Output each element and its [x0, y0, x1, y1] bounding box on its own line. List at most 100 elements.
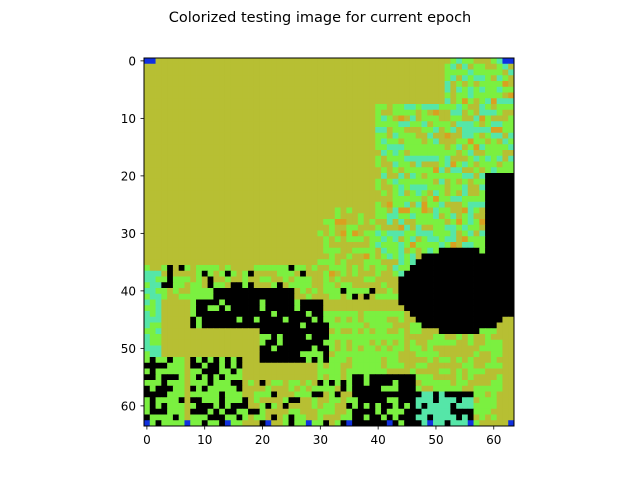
heatmap-cell	[190, 63, 197, 70]
heatmap-cell	[190, 219, 197, 226]
heatmap-cell	[253, 242, 261, 249]
heatmap-cell	[242, 288, 249, 295]
heatmap-cell	[392, 115, 399, 122]
heatmap-cell	[305, 282, 313, 289]
heatmap-cell	[178, 98, 185, 105]
heatmap-cell	[178, 190, 185, 197]
heatmap-cell	[375, 322, 382, 329]
heatmap-cell	[230, 385, 237, 392]
heatmap-cell	[294, 92, 301, 99]
heatmap-cell	[305, 242, 313, 249]
heatmap-cell	[265, 132, 272, 139]
heatmap-cell	[346, 213, 353, 220]
heatmap-cell	[300, 104, 307, 111]
heatmap-cell	[172, 345, 180, 352]
heatmap-cell	[485, 213, 492, 220]
heatmap-cell	[271, 362, 278, 369]
heatmap-cell	[357, 196, 365, 203]
heatmap-cell	[404, 299, 411, 306]
heatmap-cell	[496, 282, 503, 289]
heatmap-cell	[172, 351, 180, 358]
heatmap-cell	[369, 155, 376, 162]
heatmap-cell	[357, 150, 365, 157]
heatmap-cell	[346, 173, 353, 180]
heatmap-cell	[236, 259, 243, 266]
heatmap-cell	[161, 207, 168, 214]
heatmap-cell	[433, 293, 440, 300]
heatmap-cell	[276, 138, 284, 145]
heatmap-cell	[276, 247, 284, 254]
heatmap-cell	[155, 230, 162, 237]
heatmap-cell	[508, 334, 515, 341]
heatmap-cell	[479, 98, 486, 105]
heatmap-cell	[357, 311, 365, 318]
heatmap-cell	[456, 328, 463, 335]
heatmap-cell	[144, 357, 151, 364]
heatmap-cell	[317, 282, 324, 289]
heatmap-cell	[502, 380, 509, 387]
heatmap-cell	[409, 236, 417, 243]
heatmap-cell	[415, 334, 422, 341]
heatmap-cell	[161, 236, 168, 243]
heatmap-cell	[201, 311, 208, 318]
heatmap-cell	[149, 121, 156, 128]
heatmap-cell	[508, 236, 515, 243]
heatmap-cell	[461, 265, 469, 272]
heatmap-cell	[427, 144, 434, 151]
heatmap-cell	[433, 247, 440, 254]
heatmap-cell	[207, 380, 214, 387]
heatmap-cell	[346, 121, 353, 128]
heatmap-cell	[265, 224, 272, 231]
heatmap-cell	[381, 150, 388, 157]
y-tick-label: 60	[121, 399, 136, 413]
heatmap-cell	[253, 219, 261, 226]
heatmap-cell	[329, 92, 336, 99]
heatmap-cell	[201, 397, 208, 404]
heatmap-cell	[479, 196, 486, 203]
heatmap-cell	[386, 86, 393, 93]
heatmap-cell	[323, 196, 330, 203]
heatmap-cell	[184, 190, 191, 197]
heatmap-cell	[375, 242, 382, 249]
heatmap-cell	[271, 138, 278, 145]
heatmap-cell	[473, 288, 480, 295]
heatmap-cell	[178, 127, 185, 134]
heatmap-cell	[450, 265, 457, 272]
heatmap-cell	[485, 408, 492, 415]
heatmap-cell	[467, 196, 474, 203]
heatmap-cell	[461, 253, 469, 260]
heatmap-cell	[300, 259, 307, 266]
heatmap-cell	[363, 121, 370, 128]
heatmap-cell	[178, 345, 185, 352]
heatmap-cell	[167, 127, 174, 134]
heatmap-cell	[196, 276, 203, 283]
heatmap-cell	[473, 265, 480, 272]
heatmap-cell	[363, 92, 370, 99]
heatmap-cell	[496, 374, 503, 381]
heatmap-cell	[196, 178, 203, 185]
heatmap-cell	[352, 81, 359, 88]
heatmap-cell	[167, 288, 174, 295]
heatmap-cell	[485, 75, 492, 82]
heatmap-cell	[473, 138, 480, 145]
heatmap-cell	[259, 385, 266, 392]
heatmap-cell	[172, 86, 180, 93]
heatmap-cell	[427, 150, 434, 157]
heatmap-cell	[473, 109, 480, 116]
heatmap-cell	[496, 334, 503, 341]
heatmap-cell	[456, 201, 463, 208]
heatmap-cell	[352, 391, 359, 398]
heatmap-cell	[444, 69, 451, 76]
heatmap-cell	[421, 81, 428, 88]
heatmap-cell	[300, 339, 307, 346]
heatmap-cell	[485, 115, 492, 122]
heatmap-cell	[392, 293, 399, 300]
heatmap-cell	[409, 196, 417, 203]
heatmap-cell	[438, 345, 446, 352]
heatmap-cell	[502, 207, 509, 214]
heatmap-cell	[178, 184, 185, 191]
heatmap-cell	[467, 155, 474, 162]
heatmap-cell	[323, 109, 330, 116]
heatmap-cell	[161, 219, 168, 226]
heatmap-cell	[485, 385, 492, 392]
